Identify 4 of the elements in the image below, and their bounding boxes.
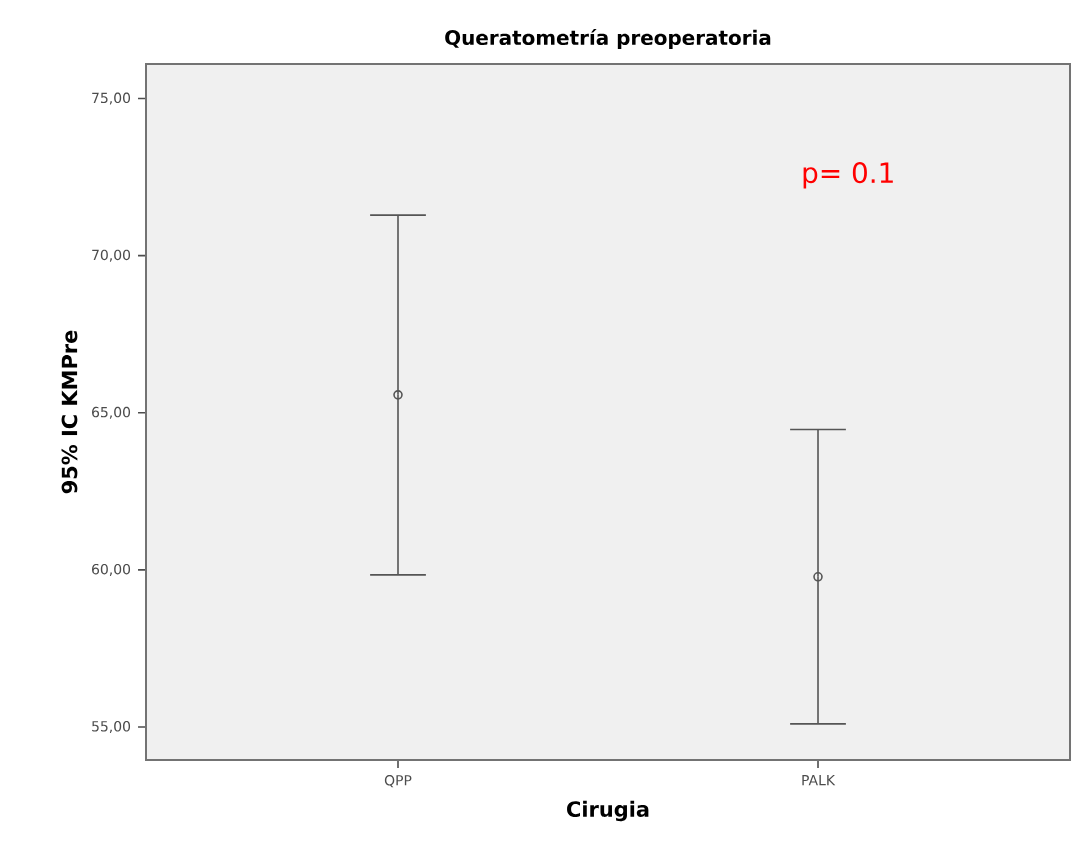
x-axis-title: Cirugia	[567, 800, 649, 822]
annotation: p= 0.1	[803, 162, 893, 189]
chart-title: Queratometría preoperatoria	[445, 28, 771, 49]
y-axis-title: 95% IC KMPre	[61, 330, 78, 494]
